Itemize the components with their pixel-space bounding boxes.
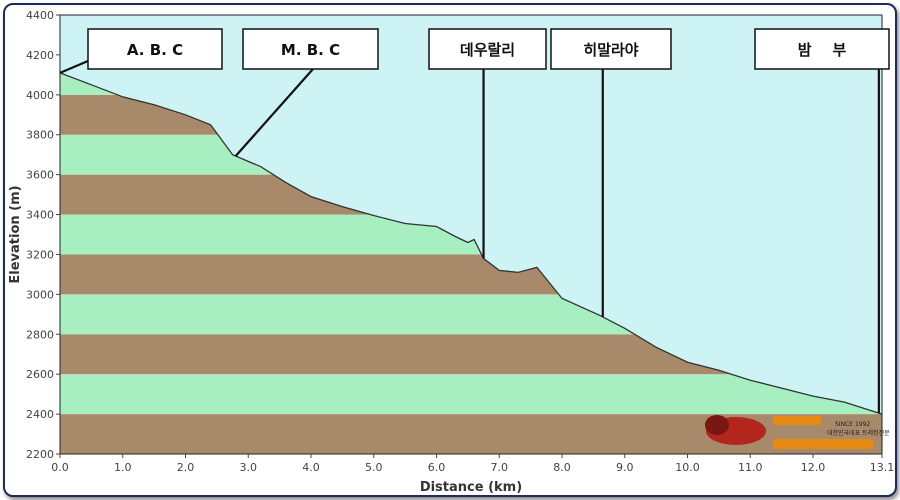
- y-tick-label: 4000: [26, 89, 54, 102]
- bison-head-icon: [705, 415, 729, 435]
- sky-area: [60, 15, 882, 415]
- y-tick-label: 4400: [26, 9, 54, 22]
- annotation-label: 밤 부: [798, 41, 847, 59]
- annotation-leader-line: [234, 68, 314, 157]
- annotation-leader-line: [59, 59, 89, 74]
- annotation-label: 히말라야: [583, 41, 638, 59]
- chart-frame: 2200 2400 2600 2800 3000 3200 3400 3600 3800 4000…: [3, 3, 897, 497]
- y-tick-label: 2400: [26, 408, 54, 421]
- y-axis-title: Elevation (m): [8, 185, 23, 283]
- annotation-label: A. B. C: [127, 41, 183, 59]
- annotation-box: [754, 28, 890, 70]
- y-tick-label: 3600: [26, 169, 54, 182]
- plot-border: [59, 14, 883, 455]
- x-tick-label: 5.0: [365, 461, 383, 474]
- y-tick-label: 3400: [26, 209, 54, 222]
- x-tick-label: 9.0: [616, 461, 634, 474]
- x-tick-label: 11.0: [738, 461, 763, 474]
- x-tick-label: 7.0: [490, 461, 508, 474]
- annotation-label: 데우랄리: [460, 41, 515, 59]
- y-tick-label: 3800: [26, 129, 54, 142]
- x-tick-label: 6.0: [428, 461, 446, 474]
- x-tick-label: 2.0: [177, 461, 195, 474]
- x-tick-label: 0.0: [51, 461, 69, 474]
- elevation-profile-line: [59, 72, 883, 415]
- x-tick-label: 10.0: [675, 461, 700, 474]
- x-tick-label: 13.1: [870, 461, 895, 474]
- y-tick-label: 3200: [26, 248, 54, 261]
- x-tick-label: 4.0: [302, 461, 320, 474]
- logo-tagline: 대한민국대표 트레킹전문: [827, 429, 890, 437]
- annotation-box: [87, 28, 223, 70]
- y-tick-label: 3000: [26, 288, 54, 301]
- y-tick-label: 4200: [26, 49, 54, 62]
- x-tick-label: 8.0: [553, 461, 571, 474]
- annotation-box: [428, 28, 547, 70]
- x-tick-label: 1.0: [114, 461, 132, 474]
- logo-wordmark-top: [773, 416, 821, 425]
- x-tick-label: 12.0: [801, 461, 826, 474]
- logo-since: SINCE 1992: [835, 421, 870, 428]
- elevation-band: [60, 374, 882, 415]
- y-tick-label: 2800: [26, 328, 54, 341]
- x-axis-title: Distance (km): [420, 480, 522, 495]
- x-tick-label: 3.0: [239, 461, 257, 474]
- annotation-box: [550, 28, 672, 70]
- annotation-box: [242, 28, 379, 70]
- elevation-chart: 2200 2400 2600 2800 3000 3200 3400 3600 3800 4000…: [8, 9, 895, 495]
- annotation-label: M. B. C: [281, 41, 340, 59]
- y-tick-label: 2600: [26, 368, 54, 381]
- trekking-logo: SINCE 1992 대한민국대표 트레킹전문: [705, 415, 890, 449]
- logo-wordmark-bottom: [773, 439, 873, 449]
- y-tick-label: 2200: [26, 448, 54, 461]
